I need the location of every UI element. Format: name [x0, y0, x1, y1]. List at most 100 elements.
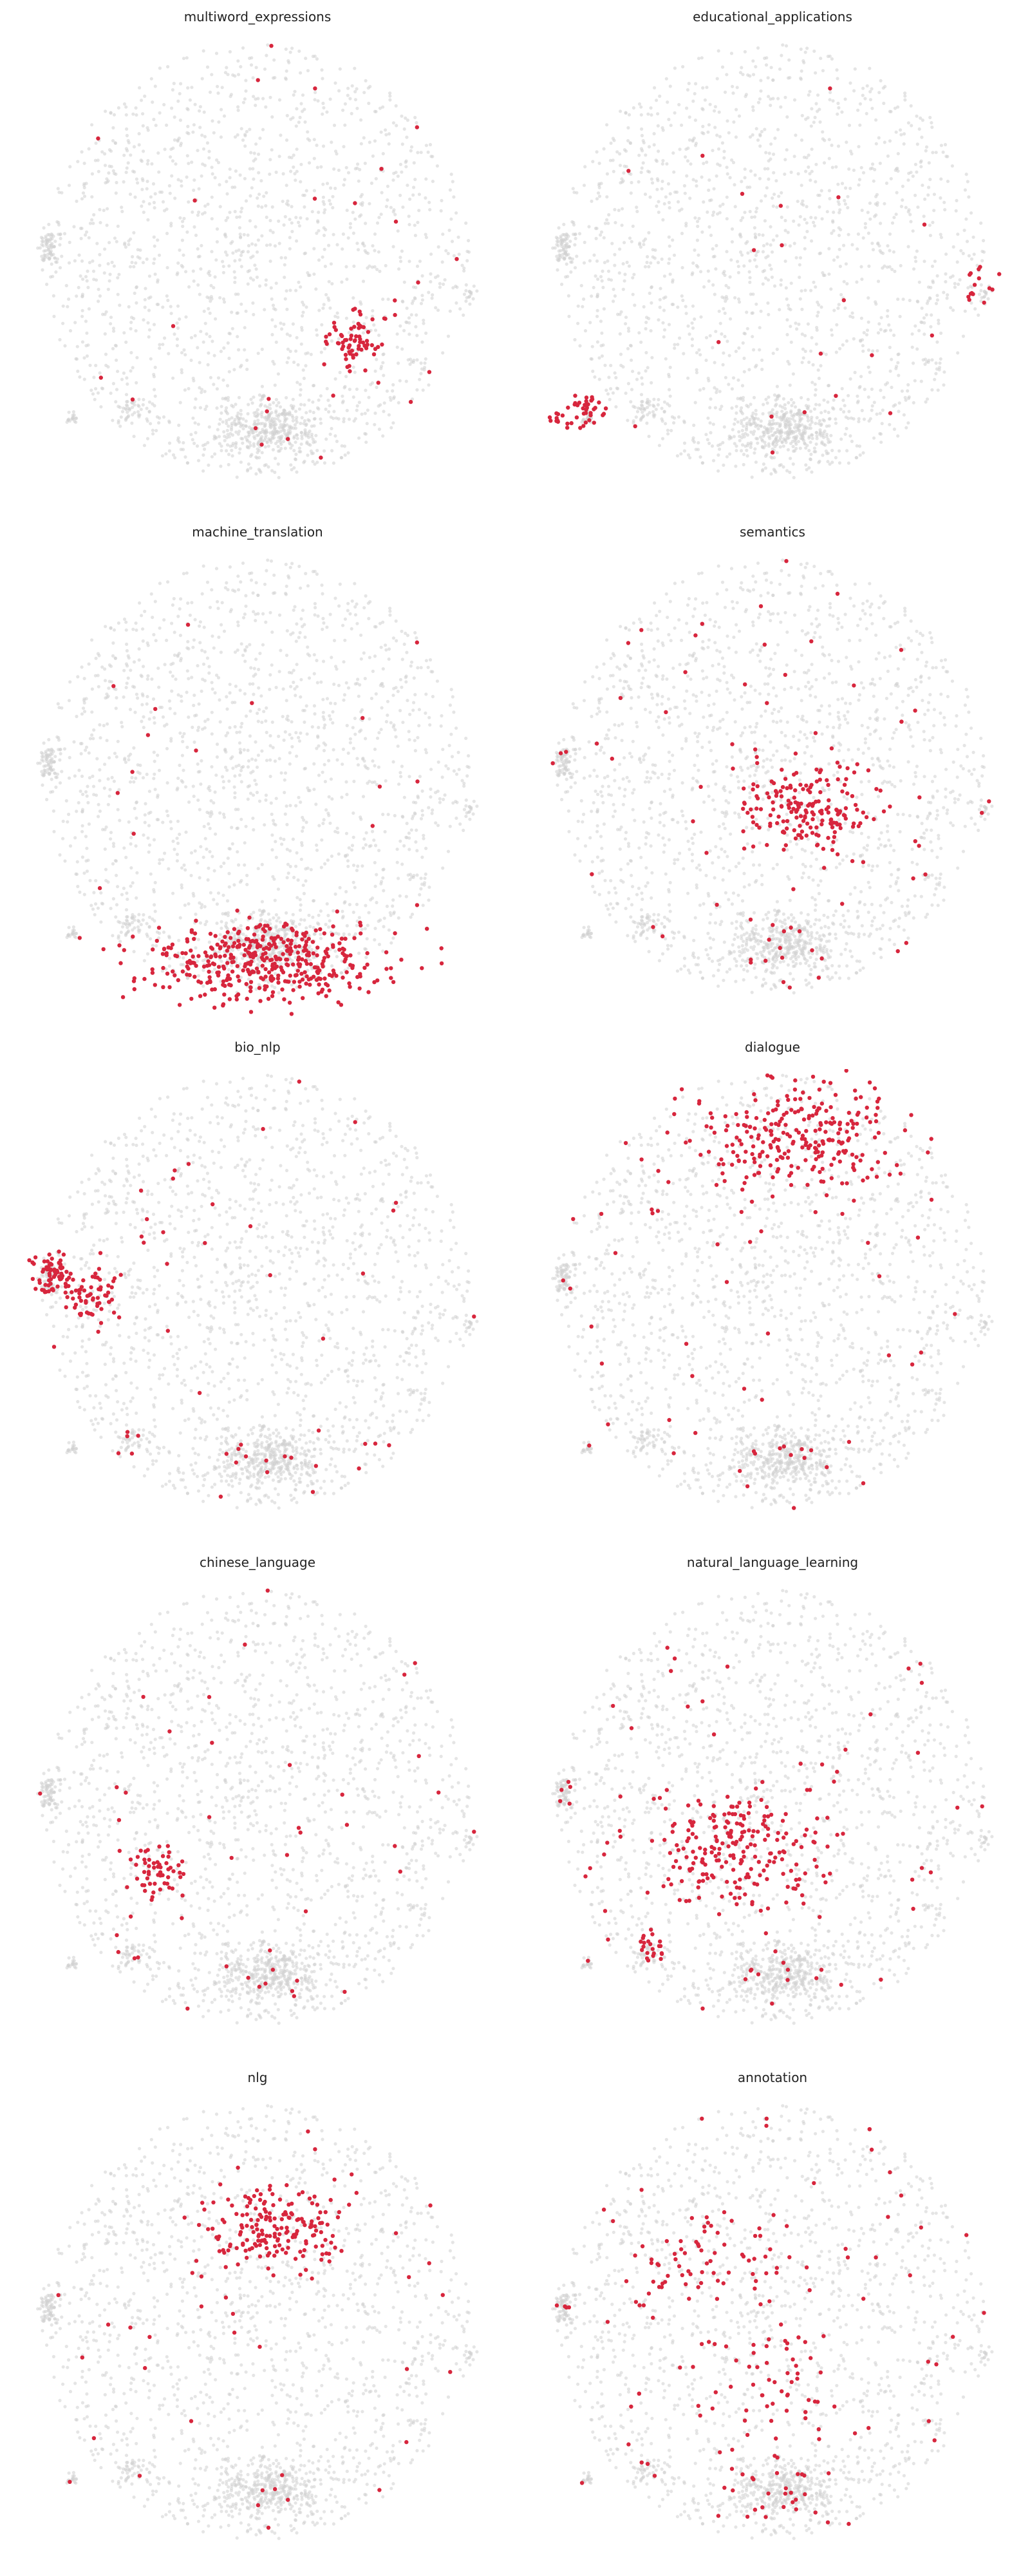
- background-point: [321, 710, 325, 714]
- background-point: [860, 408, 864, 413]
- background-point: [79, 274, 82, 278]
- background-point: [691, 178, 695, 182]
- background-point: [756, 46, 760, 50]
- background-point: [323, 265, 327, 269]
- background-point: [140, 159, 144, 163]
- background-point: [274, 281, 278, 285]
- background-point: [256, 408, 259, 412]
- background-point: [890, 385, 894, 390]
- background-point: [469, 291, 473, 295]
- background-point: [127, 141, 131, 145]
- background-point: [379, 645, 383, 649]
- background-point: [247, 402, 250, 406]
- background-point: [626, 419, 630, 422]
- background-point: [291, 419, 295, 423]
- highlight-point: [408, 399, 413, 404]
- highlight-point: [130, 397, 135, 402]
- background-point: [778, 404, 782, 408]
- background-point: [760, 367, 764, 372]
- background-point: [785, 205, 789, 209]
- background-point: [193, 334, 197, 337]
- background-point: [742, 453, 746, 457]
- background-point: [657, 397, 660, 402]
- background-point: [427, 383, 431, 387]
- background-point: [145, 406, 149, 410]
- background-point: [38, 246, 42, 250]
- background-point: [613, 221, 617, 225]
- background-point: [248, 128, 252, 131]
- background-point: [168, 191, 172, 195]
- background-point: [792, 98, 797, 102]
- background-point: [807, 93, 810, 97]
- background-point: [92, 213, 96, 217]
- background-point: [631, 224, 635, 228]
- background-point: [160, 969, 164, 973]
- background-point: [143, 609, 147, 613]
- background-point: [827, 189, 831, 193]
- background-point: [180, 184, 183, 188]
- background-point: [180, 351, 184, 355]
- background-point: [247, 425, 252, 430]
- background-point: [117, 106, 120, 110]
- background-point: [428, 723, 432, 727]
- background-point: [888, 265, 892, 269]
- background-point: [779, 105, 783, 109]
- background-point: [611, 158, 615, 162]
- background-point: [689, 162, 693, 166]
- background-point: [82, 162, 86, 166]
- background-point: [809, 289, 813, 292]
- background-point: [213, 452, 217, 456]
- background-point: [696, 220, 700, 223]
- background-point: [57, 191, 61, 194]
- background-point: [836, 101, 840, 106]
- background-point: [749, 402, 753, 406]
- background-point: [639, 105, 643, 109]
- background-point: [615, 386, 619, 390]
- background-point: [776, 397, 780, 401]
- background-point: [870, 106, 874, 110]
- background-point: [75, 860, 79, 864]
- background-point: [227, 885, 231, 889]
- background-point: [395, 332, 399, 336]
- background-point: [827, 417, 831, 421]
- background-point: [248, 276, 253, 280]
- background-point: [214, 435, 218, 439]
- background-point: [81, 706, 86, 710]
- background-point: [413, 739, 417, 743]
- background-point: [563, 256, 566, 260]
- background-point: [250, 401, 254, 405]
- background-point: [815, 437, 819, 440]
- background-point: [733, 442, 736, 446]
- background-point: [610, 242, 614, 245]
- background-point: [251, 770, 255, 773]
- background-point: [402, 280, 406, 284]
- background-point: [238, 215, 241, 219]
- background-point: [764, 151, 768, 155]
- background-point: [243, 97, 247, 101]
- background-point: [226, 395, 230, 399]
- background-point: [643, 265, 648, 269]
- background-point: [242, 748, 246, 752]
- background-point: [980, 296, 984, 299]
- background-point: [353, 886, 357, 889]
- background-point: [236, 73, 241, 77]
- background-point: [818, 431, 823, 435]
- background-point: [303, 252, 306, 256]
- background-point: [839, 293, 843, 297]
- background-point: [185, 230, 189, 234]
- background-point: [942, 200, 946, 204]
- background-point: [906, 245, 910, 249]
- background-point: [125, 166, 129, 170]
- background-point: [272, 877, 276, 881]
- background-point: [182, 440, 185, 445]
- background-point: [153, 272, 157, 276]
- background-point: [809, 440, 812, 444]
- background-point: [621, 262, 625, 266]
- background-point: [711, 422, 715, 426]
- background-point: [868, 66, 872, 70]
- background-point: [103, 247, 107, 251]
- background-point: [850, 439, 854, 444]
- background-point: [109, 626, 113, 630]
- background-point: [856, 232, 860, 236]
- background-point: [378, 269, 382, 273]
